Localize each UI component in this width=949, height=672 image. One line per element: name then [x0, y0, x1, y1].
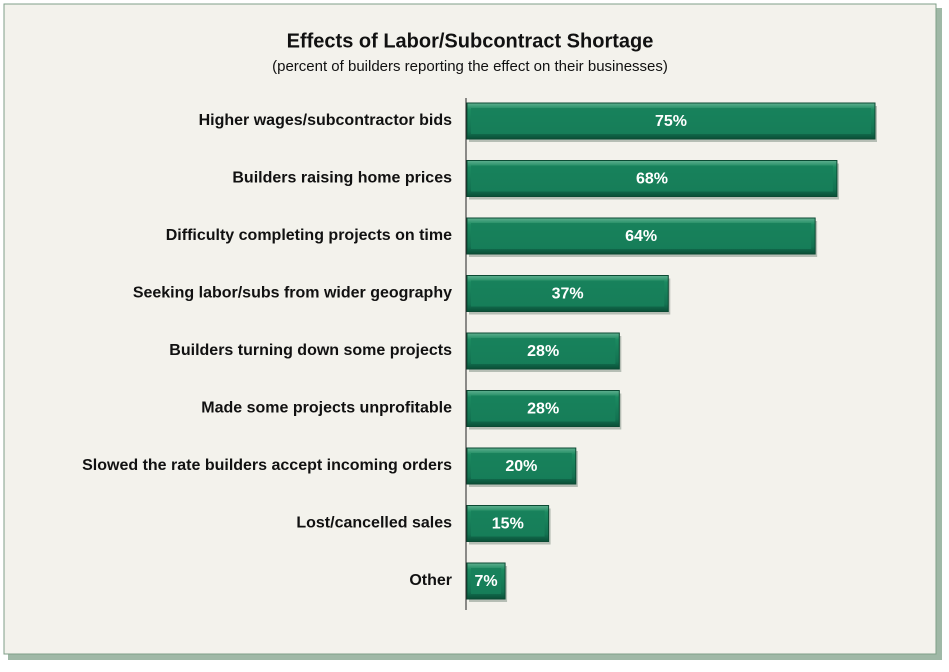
bar-face — [471, 568, 502, 594]
value-label: 37% — [552, 286, 584, 303]
bar-face — [471, 108, 871, 134]
chart-subtitle: (percent of builders reporting the effec… — [272, 58, 668, 75]
value-label: 20% — [505, 458, 537, 475]
frame — [3, 3, 937, 655]
category-label: Lost/cancelled sales — [296, 515, 452, 532]
bar-face — [471, 395, 616, 422]
bar-face — [471, 338, 616, 364]
category-label: Other — [409, 572, 452, 589]
value-label: 68% — [636, 171, 668, 188]
category-label: Difficulty completing projects on time — [166, 227, 452, 244]
bar-face — [471, 223, 812, 249]
category-label: Seeking labor/subs from wider geography — [133, 285, 452, 302]
category-label: Slowed the rate builders accept incoming… — [82, 457, 452, 474]
bar-face — [471, 280, 665, 307]
category-label: Builders turning down some projects — [169, 342, 452, 359]
category-label: Builders raising home prices — [232, 170, 452, 187]
bar-face — [471, 165, 833, 192]
bar-face — [471, 510, 545, 537]
value-label: 7% — [474, 573, 497, 590]
chart-title: Effects of Labor/Subcontract Shortage — [287, 30, 654, 52]
value-label: 28% — [527, 343, 559, 360]
value-label: 28% — [527, 401, 559, 418]
value-label: 15% — [492, 516, 524, 533]
bar-face — [471, 453, 572, 479]
value-label: 75% — [655, 113, 687, 130]
value-label: 64% — [625, 228, 657, 245]
category-label: Higher wages/subcontractor bids — [199, 112, 452, 129]
category-label: Made some projects unprofitable — [201, 400, 452, 417]
